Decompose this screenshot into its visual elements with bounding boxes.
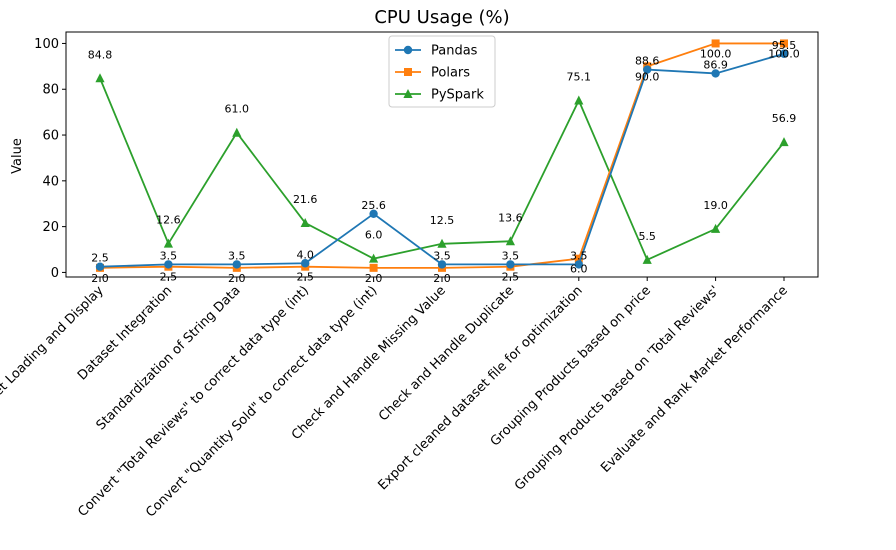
data-label-polars: 2.0 [91, 272, 109, 285]
data-label-pyspark: 12.5 [430, 214, 455, 227]
legend: Pandas Polars PySpark [388, 35, 496, 108]
annotation-layer: 2.5 3.5 3.5 4.0 25.6 3.5 3.5 3.5 88.6 86.9 95.5 2.0… [88, 39, 800, 285]
data-point-polars [780, 39, 788, 48]
data-point-pandas [711, 69, 720, 78]
data-point-pandas [574, 260, 583, 269]
data-point-pyspark [505, 236, 515, 246]
data-label-polars: 2.5 [160, 271, 178, 284]
data-label-pyspark: 61.0 [225, 103, 250, 116]
data-point-pandas [301, 259, 310, 268]
data-label-pandas: 2.5 [91, 252, 109, 265]
chart-title: CPU Usage (%) [374, 7, 509, 28]
data-point-pyspark [369, 253, 379, 263]
data-point-pandas [779, 49, 789, 58]
legend-label-polars: Polars [431, 66, 470, 81]
data-label-pyspark: 56.9 [772, 112, 797, 125]
legend-marker-polars [404, 68, 412, 76]
y-axis: 0 20 40 60 80 100 [34, 37, 66, 281]
data-point-pyspark [711, 223, 721, 233]
data-point-pandas [95, 262, 105, 271]
data-point-pyspark [300, 217, 310, 227]
data-point-polars [574, 254, 583, 263]
data-point-pyspark [232, 127, 242, 137]
data-label-pyspark: 13.6 [498, 211, 523, 224]
legend-label-pyspark: PySpark [431, 88, 484, 103]
data-label-polars: 2.0 [365, 272, 383, 285]
data-label-polars: 2.5 [502, 271, 520, 284]
legend-item-pyspark: PySpark [395, 88, 484, 103]
data-point-pyspark [642, 254, 652, 264]
data-point-pandas [164, 260, 173, 269]
data-label-polars: 90.0 [635, 70, 660, 83]
data-label-pandas: 3.5 [433, 249, 451, 262]
data-label-pandas: 88.6 [635, 55, 660, 68]
data-label-pyspark: 84.8 [88, 48, 113, 61]
data-label-pyspark: 6.0 [365, 229, 383, 242]
legend-item-polars: Polars [395, 66, 470, 81]
y-tick-label: 40 [42, 174, 59, 189]
data-label-pandas: 3.5 [160, 249, 178, 262]
series-pandas [95, 49, 789, 271]
data-label-pandas: 25.6 [361, 199, 386, 212]
y-tick-label: 20 [42, 220, 59, 235]
data-point-polars [711, 39, 720, 48]
data-label-pandas: 3.5 [570, 249, 588, 262]
data-point-pandas [369, 209, 378, 219]
data-label-pyspark: 19.0 [703, 199, 728, 212]
data-label-polars: 100.0 [700, 47, 732, 60]
data-point-pyspark [779, 137, 789, 147]
data-label-pandas: 86.9 [703, 58, 728, 71]
legend-marker-pandas [403, 45, 413, 55]
data-point-pandas [232, 260, 241, 269]
data-point-pyspark [574, 95, 584, 105]
data-label-polars: 100.0 [768, 47, 800, 60]
data-label-pandas: 4.0 [296, 248, 314, 261]
data-point-pyspark [437, 238, 447, 248]
data-point-pyspark [95, 73, 105, 83]
legend-box [388, 35, 496, 108]
data-label-pandas: 3.5 [502, 249, 520, 262]
data-point-polars [369, 263, 378, 272]
legend-label-pandas: Pandas [431, 44, 478, 59]
data-label-pyspark: 12.6 [156, 214, 181, 227]
y-tick-label: 60 [42, 129, 59, 144]
data-point-pandas [643, 65, 652, 74]
data-point-pyspark [163, 238, 173, 248]
data-label-pyspark: 21.6 [293, 193, 318, 206]
legend-item-pandas: Pandas [395, 44, 478, 59]
data-label-polars: 2.5 [296, 271, 314, 284]
y-tick-label: 0 [51, 266, 59, 281]
data-point-pandas [437, 260, 447, 269]
y-tick-label: 80 [42, 83, 59, 98]
legend-marker-pyspark [403, 89, 413, 98]
data-label-pandas: 95.5 [772, 39, 797, 52]
y-axis-label: Value [10, 138, 25, 174]
series-layer [95, 39, 789, 272]
data-label-polars: 2.0 [433, 272, 451, 285]
data-label-pyspark: 75.1 [567, 70, 592, 83]
data-label-polars: 2.0 [228, 272, 246, 285]
y-tick-label: 100 [34, 37, 59, 52]
series-pyspark [95, 73, 789, 264]
data-label-pyspark: 5.5 [638, 230, 656, 243]
data-point-pandas [506, 260, 515, 269]
data-label-polars: 6.0 [570, 263, 588, 276]
data-label-pandas: 3.5 [228, 249, 246, 262]
